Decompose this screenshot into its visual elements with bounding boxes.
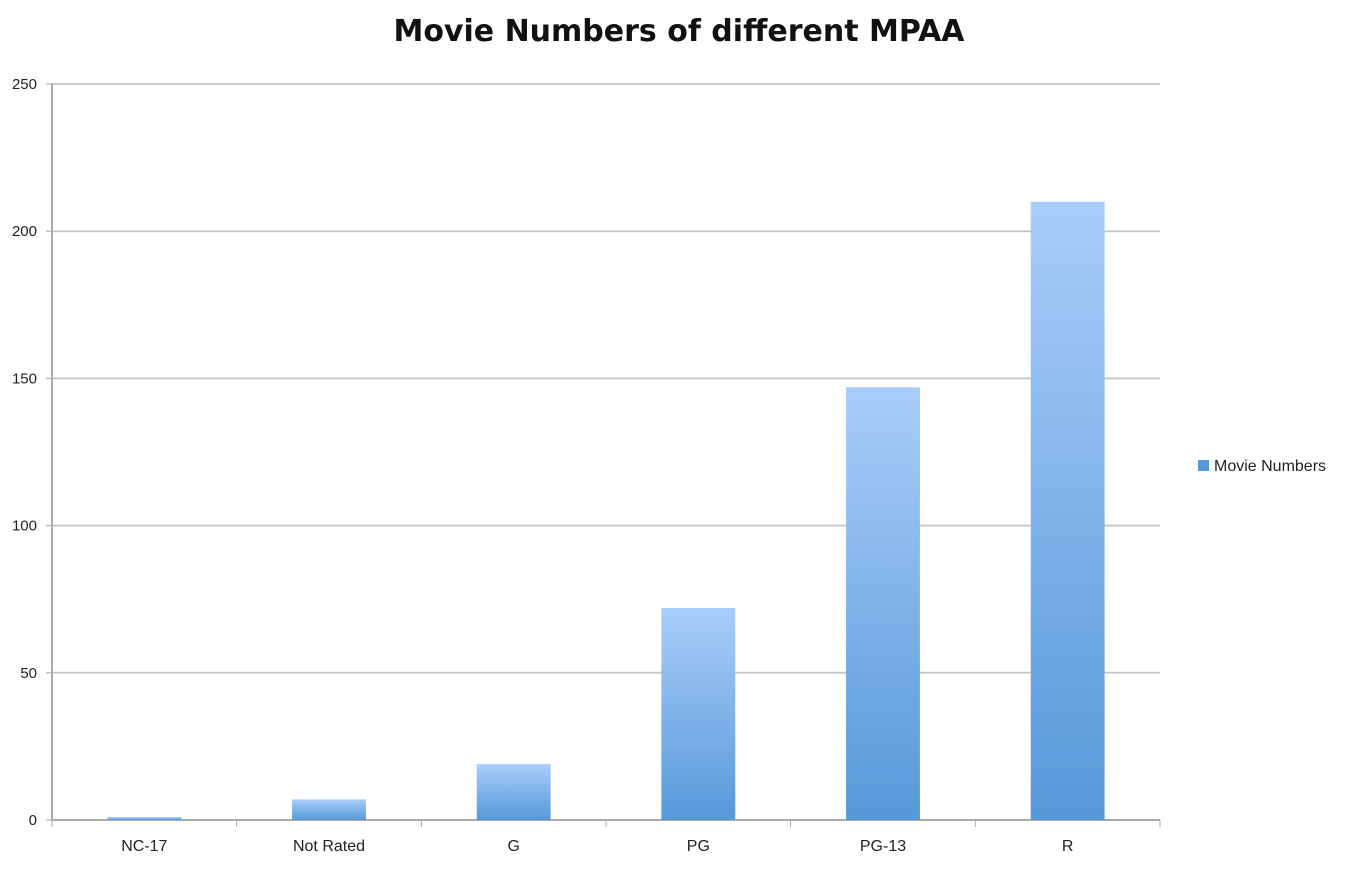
x-tick-label: R bbox=[1062, 838, 1074, 855]
legend-label: Movie Numbers bbox=[1214, 458, 1326, 475]
tick-labels: 0 50 100 150 200 250 NC-17 Not Rated G PG PG-13 R bbox=[12, 76, 1073, 855]
y-tick-label: 200 bbox=[12, 223, 37, 240]
bar-g bbox=[476, 764, 551, 820]
y-tick-label: 0 bbox=[29, 812, 37, 829]
bar-nc-17 bbox=[107, 817, 182, 820]
bar-r bbox=[1030, 201, 1105, 820]
legend-swatch bbox=[1198, 460, 1209, 471]
gridlines bbox=[52, 83, 1160, 674]
x-tick-label: PG-13 bbox=[860, 838, 906, 855]
legend: Movie Numbers bbox=[1198, 458, 1326, 475]
x-tick-label: Not Rated bbox=[293, 838, 365, 855]
y-tick-label: 150 bbox=[12, 370, 37, 387]
bar-pg-13 bbox=[846, 387, 920, 820]
chart-title: Movie Numbers of different MPAA bbox=[393, 14, 965, 49]
x-tick-label: G bbox=[507, 838, 519, 855]
y-tick-label: 100 bbox=[12, 518, 37, 535]
y-tick-label: 250 bbox=[12, 76, 37, 93]
x-tick-label: NC-17 bbox=[121, 838, 167, 855]
bar-pg bbox=[661, 608, 736, 820]
x-tick-label: PG bbox=[687, 838, 710, 855]
axes bbox=[46, 83, 1161, 827]
bars bbox=[107, 201, 1105, 820]
bar-not-rated bbox=[292, 799, 366, 820]
y-tick-label: 50 bbox=[20, 665, 37, 682]
